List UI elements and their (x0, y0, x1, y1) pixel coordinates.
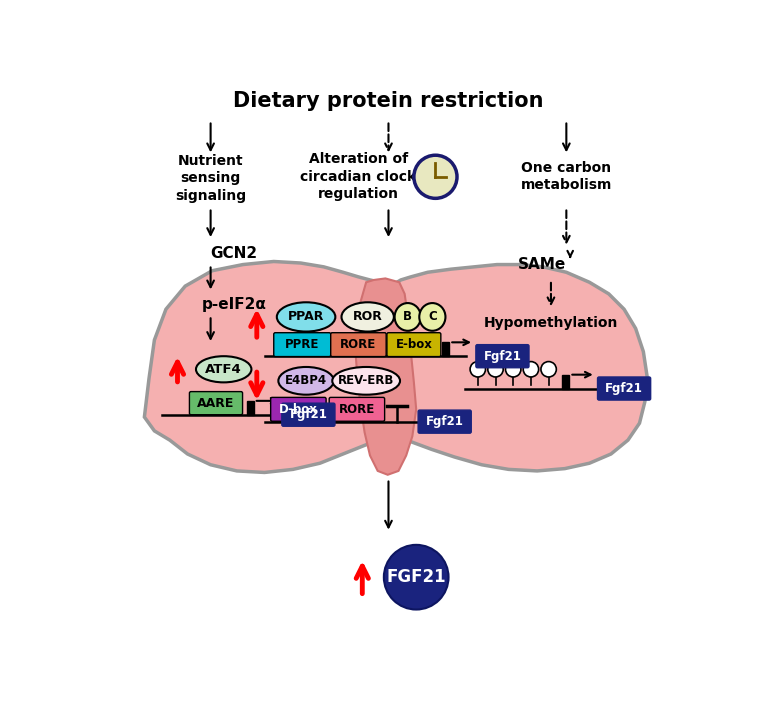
Text: D-box: D-box (279, 403, 318, 416)
FancyBboxPatch shape (329, 397, 384, 421)
FancyBboxPatch shape (190, 392, 243, 415)
Bar (443, 342, 449, 356)
Text: E4BP4: E4BP4 (285, 374, 327, 387)
FancyBboxPatch shape (274, 333, 330, 357)
Circle shape (523, 362, 539, 377)
Ellipse shape (278, 367, 334, 395)
Bar (562, 374, 569, 389)
Text: RORE: RORE (340, 338, 377, 351)
Text: Fgf21: Fgf21 (605, 382, 643, 395)
FancyBboxPatch shape (282, 403, 335, 426)
FancyBboxPatch shape (271, 397, 326, 421)
Polygon shape (144, 261, 647, 473)
Text: SAMe: SAMe (518, 257, 565, 272)
Text: One carbon
metabolism: One carbon metabolism (521, 161, 612, 193)
Ellipse shape (342, 302, 394, 332)
Circle shape (470, 362, 485, 377)
Text: E-box: E-box (396, 338, 432, 351)
FancyBboxPatch shape (597, 377, 650, 400)
Text: Fgf21: Fgf21 (290, 408, 327, 421)
Text: RORE: RORE (339, 403, 375, 416)
Text: AARE: AARE (197, 397, 235, 410)
Circle shape (384, 545, 449, 609)
Circle shape (541, 362, 556, 377)
Text: B: B (403, 311, 412, 324)
Text: ATF4: ATF4 (205, 363, 242, 376)
Ellipse shape (196, 356, 252, 382)
FancyBboxPatch shape (387, 333, 441, 357)
Text: Dietary protein restriction: Dietary protein restriction (233, 92, 543, 111)
Text: Alteration of
circadian clock
regulation: Alteration of circadian clock regulation (300, 153, 416, 201)
Ellipse shape (332, 367, 400, 395)
Ellipse shape (414, 155, 457, 198)
Text: FGF21: FGF21 (387, 569, 446, 586)
Text: PPRE: PPRE (285, 338, 319, 351)
Text: Hypomethylation: Hypomethylation (484, 316, 618, 330)
Circle shape (488, 362, 503, 377)
Text: p-eIF2α: p-eIF2α (202, 297, 266, 312)
Text: C: C (428, 311, 437, 324)
Text: PPAR: PPAR (288, 311, 324, 324)
Ellipse shape (277, 302, 335, 332)
Text: Fgf21: Fgf21 (484, 349, 522, 363)
Circle shape (506, 362, 521, 377)
FancyBboxPatch shape (330, 333, 386, 357)
Ellipse shape (395, 303, 421, 331)
Polygon shape (355, 279, 416, 475)
Ellipse shape (419, 303, 446, 331)
Text: REV-ERB: REV-ERB (338, 374, 394, 387)
Text: Fgf21: Fgf21 (426, 415, 464, 428)
FancyBboxPatch shape (418, 410, 471, 433)
Text: Nutrient
sensing
signaling: Nutrient sensing signaling (175, 154, 246, 203)
FancyBboxPatch shape (476, 344, 529, 368)
Bar (247, 401, 254, 415)
Text: ROR: ROR (352, 311, 383, 324)
Text: GCN2: GCN2 (210, 246, 257, 261)
